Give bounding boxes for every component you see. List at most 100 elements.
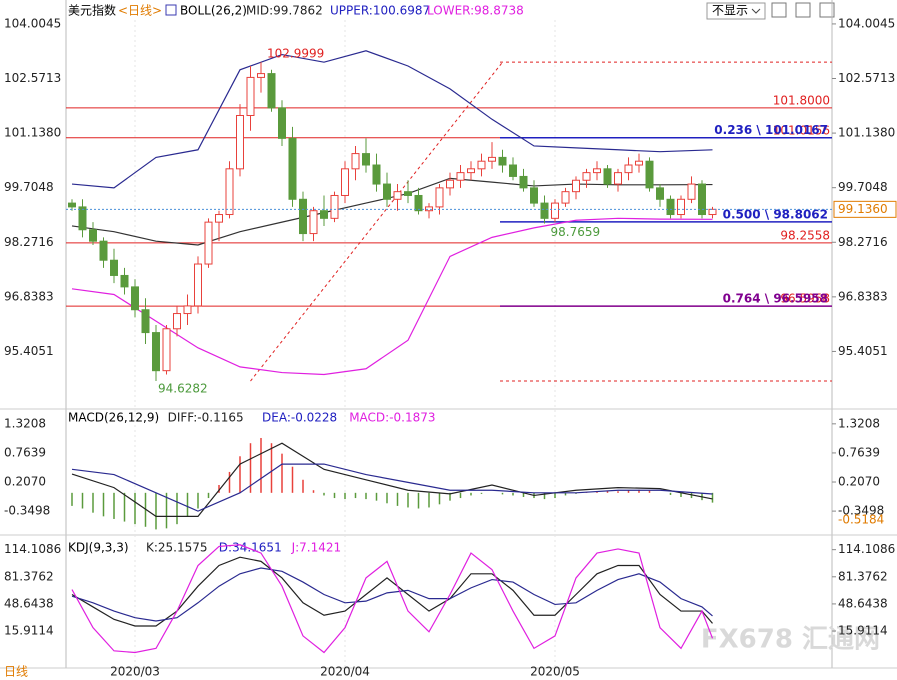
fib-trend xyxy=(250,61,503,382)
panel-title: MACD(26,12,9) xyxy=(68,411,159,425)
candle-body xyxy=(614,172,622,185)
candle-body xyxy=(341,168,349,196)
symbol: 美元指数 xyxy=(68,3,116,18)
icon-button[interactable] xyxy=(819,2,835,18)
checkbox[interactable] xyxy=(165,4,177,16)
candle-body xyxy=(435,187,444,208)
y-tick-label: 15.9114 xyxy=(4,624,54,638)
candle-body xyxy=(141,309,150,334)
candle-body xyxy=(288,137,297,200)
candle-body xyxy=(572,179,580,193)
y-tick-label: 101.1380 xyxy=(838,126,895,140)
y-tick-label: 102.5713 xyxy=(838,71,895,85)
candle-body xyxy=(498,156,507,166)
candle-body xyxy=(488,156,496,162)
candle-body xyxy=(78,206,87,231)
candle-body xyxy=(246,76,255,116)
candle-body xyxy=(551,202,559,219)
candle-body xyxy=(677,198,685,216)
candle-body xyxy=(110,259,118,276)
candle-body xyxy=(698,183,706,216)
high-annotation: 102.9999 xyxy=(267,47,324,61)
macd-marker: -0.5184 xyxy=(838,512,884,526)
candle-body xyxy=(656,187,664,200)
candle-body xyxy=(635,160,643,166)
y-tick-label: 96.8383 xyxy=(4,289,54,303)
x-tick-label: 2020/03 xyxy=(110,665,160,679)
candle-body xyxy=(204,221,213,265)
candle-body xyxy=(530,187,538,204)
candle-body xyxy=(225,168,234,216)
candle-body xyxy=(593,168,601,174)
y-tick-label: 0.2070 xyxy=(838,475,880,489)
icon-button[interactable] xyxy=(795,2,811,18)
indicator-line xyxy=(71,544,714,654)
indicator: BOLL(26,2) xyxy=(180,4,247,18)
y-tick-label: 101.1380 xyxy=(4,126,61,140)
candle-body xyxy=(446,179,454,189)
y-tick-label: 98.2716 xyxy=(838,235,888,249)
candle-body xyxy=(467,168,475,174)
indicator-line xyxy=(71,442,713,517)
legend-entry: J:7.1421 xyxy=(291,541,342,555)
candle-body xyxy=(351,153,360,170)
legend-entry: DEA:-0.0228 xyxy=(262,411,337,425)
candle-body xyxy=(687,183,696,200)
y-tick-label: 48.6438 xyxy=(4,596,54,610)
candle-body xyxy=(215,214,223,223)
y-tick-label: 114.1086 xyxy=(838,542,895,556)
y-tick-label: 81.3762 xyxy=(4,569,54,583)
candle-body xyxy=(708,208,717,216)
y-tick-label: 99.7048 xyxy=(838,180,888,194)
y-tick-label: 104.0045 xyxy=(838,16,895,30)
y-tick-label: 0.2070 xyxy=(4,475,46,489)
candle-body xyxy=(131,286,139,311)
candle-body xyxy=(309,210,318,235)
candle-body xyxy=(194,263,202,307)
y-tick-label: 48.6438 xyxy=(838,596,888,610)
level-label: 101.8000 xyxy=(773,93,830,107)
hide-button[interactable] xyxy=(706,2,766,20)
candle-body xyxy=(236,114,244,170)
y-tick-label: 98.2716 xyxy=(4,235,54,249)
y-tick-label: -0.3498 xyxy=(838,504,884,518)
watermark: FX678 汇通网 xyxy=(701,625,880,655)
fib-label: 0.236 \ 101.0167 xyxy=(714,123,828,137)
legend-entry: K:25.1575 xyxy=(146,541,208,555)
indicator-line xyxy=(71,567,713,622)
candle-body xyxy=(267,73,276,109)
level-label: 96.5958 xyxy=(780,292,830,306)
candle-body xyxy=(645,160,654,189)
candle-body xyxy=(582,172,591,181)
y-tick-label: 0.7639 xyxy=(4,445,46,459)
candle-body xyxy=(173,313,181,330)
candle-body xyxy=(414,194,423,212)
period: <日线> xyxy=(118,4,162,18)
last-price-box xyxy=(833,200,897,218)
fib-label: 0.500 \ 98.8062 xyxy=(723,207,828,221)
candle-body xyxy=(278,107,286,139)
y-tick-label: 96.8383 xyxy=(838,289,888,303)
candle-body xyxy=(68,202,76,208)
candle-body xyxy=(456,172,465,181)
y-tick-label: 1.3208 xyxy=(838,416,880,430)
candle-body xyxy=(624,164,633,174)
indicator-line xyxy=(71,463,713,512)
candle-body xyxy=(362,153,370,166)
legend-entry: D:34.1651 xyxy=(219,541,282,555)
legend-upper: UPPER:100.6987 xyxy=(330,4,430,18)
y-tick-label: 81.3762 xyxy=(838,569,888,583)
candle-body xyxy=(372,164,381,185)
legend-entry: MACD:-0.1873 xyxy=(349,411,435,425)
candle-body xyxy=(320,210,328,219)
candle-body xyxy=(603,168,612,185)
footer-period: 日线 xyxy=(4,665,28,679)
level-label: 101.0156 xyxy=(773,123,830,137)
candle-body xyxy=(561,191,570,204)
icon-button[interactable] xyxy=(771,2,787,18)
legend-mid: MID:99.7862 xyxy=(246,4,323,18)
y-tick-label: -0.3498 xyxy=(4,504,50,518)
candle-body xyxy=(666,198,675,216)
